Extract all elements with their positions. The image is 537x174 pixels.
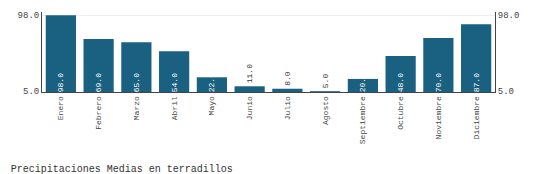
svg-text:70.0: 70.0 — [434, 73, 443, 92]
svg-text:Abril: Abril — [170, 96, 179, 120]
svg-text:Noviembre: Noviembre — [434, 96, 443, 139]
svg-text:Julio: Julio — [283, 96, 292, 120]
svg-text:65.0: 65.0 — [132, 73, 141, 92]
svg-text:54.0: 54.0 — [170, 73, 179, 92]
svg-text:98.0: 98.0 — [18, 11, 40, 21]
svg-text:Enero: Enero — [56, 96, 65, 120]
svg-text:11.0: 11.0 — [245, 64, 254, 83]
svg-text:5.0: 5.0 — [498, 87, 514, 97]
svg-text:5.0: 5.0 — [23, 87, 39, 97]
svg-text:5.0: 5.0 — [321, 74, 330, 89]
svg-text:Precipitaciones Medias en terr: Precipitaciones Medias en terradillos — [11, 164, 233, 174]
svg-text:48.0: 48.0 — [396, 73, 405, 92]
svg-text:8.0: 8.0 — [283, 71, 292, 86]
svg-text:20.0: 20.0 — [358, 73, 367, 92]
svg-text:98.0: 98.0 — [498, 11, 520, 21]
svg-text:87.0: 87.0 — [472, 73, 481, 92]
svg-text:98.0: 98.0 — [56, 73, 65, 92]
svg-text:Febrero: Febrero — [94, 96, 103, 130]
svg-text:Octubre: Octubre — [396, 96, 405, 130]
svg-text:Junio: Junio — [245, 96, 254, 120]
svg-text:Diciembre: Diciembre — [472, 96, 481, 139]
svg-text:69.0: 69.0 — [94, 73, 103, 92]
svg-text:22.0: 22.0 — [207, 73, 216, 92]
svg-text:Septiembre: Septiembre — [358, 96, 367, 144]
svg-text:Marzo: Marzo — [132, 96, 141, 120]
svg-text:Agosto: Agosto — [321, 96, 330, 125]
svg-text:Mayo: Mayo — [207, 96, 216, 115]
